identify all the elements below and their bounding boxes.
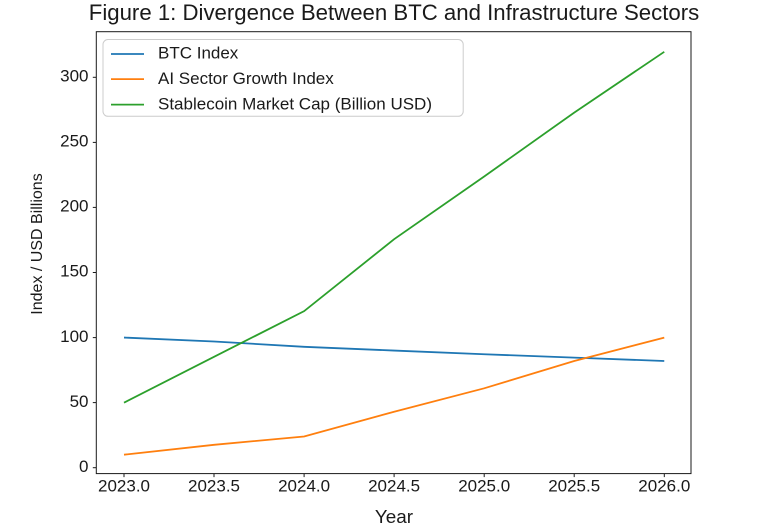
svg-text:2023.5: 2023.5 (188, 477, 240, 496)
svg-text:Figure 1: Divergence Between B: Figure 1: Divergence Between BTC and Inf… (89, 0, 699, 25)
svg-text:Stablecoin Market Cap (Billion: Stablecoin Market Cap (Billion USD) (158, 94, 432, 113)
svg-text:300: 300 (60, 67, 88, 86)
svg-text:250: 250 (60, 132, 88, 151)
svg-text:50: 50 (70, 392, 89, 411)
svg-text:2024.5: 2024.5 (368, 477, 420, 496)
svg-text:2026.0: 2026.0 (638, 477, 690, 496)
svg-text:0: 0 (79, 457, 88, 476)
svg-text:150: 150 (60, 262, 88, 281)
svg-text:AI Sector Growth Index: AI Sector Growth Index (158, 69, 334, 88)
svg-text:2024.0: 2024.0 (278, 477, 330, 496)
svg-text:2025.5: 2025.5 (548, 477, 600, 496)
svg-text:200: 200 (60, 197, 88, 216)
svg-text:2023.0: 2023.0 (98, 477, 150, 496)
svg-text:Year: Year (375, 507, 413, 528)
svg-text:Index / USD Billions: Index / USD Billions (29, 173, 46, 314)
svg-text:BTC Index: BTC Index (158, 44, 239, 63)
svg-text:2025.0: 2025.0 (458, 477, 510, 496)
svg-text:100: 100 (60, 327, 88, 346)
